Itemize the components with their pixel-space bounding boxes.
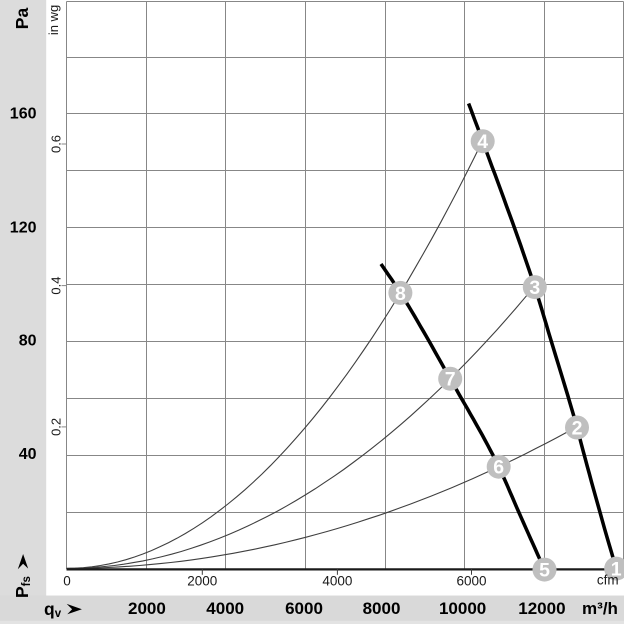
svg-text:8000: 8000: [363, 599, 401, 618]
svg-text:8: 8: [395, 283, 406, 305]
svg-text:cfm: cfm: [597, 573, 619, 588]
svg-text:2000: 2000: [187, 573, 217, 588]
svg-text:7: 7: [445, 369, 456, 391]
svg-text:6: 6: [493, 457, 504, 479]
svg-text:4: 4: [477, 131, 488, 153]
svg-text:3: 3: [529, 277, 540, 299]
svg-text:0.4: 0.4: [49, 277, 64, 295]
svg-text:m³/h: m³/h: [582, 599, 618, 618]
svg-text:5: 5: [539, 560, 550, 582]
svg-text:10000: 10000: [439, 599, 486, 618]
svg-text:120: 120: [10, 220, 37, 237]
svg-text:1: 1: [611, 559, 622, 581]
svg-text:160: 160: [10, 106, 37, 123]
svg-text:in wg: in wg: [46, 5, 61, 35]
svg-text:6000: 6000: [285, 599, 323, 618]
svg-text:80: 80: [19, 333, 37, 350]
svg-text:2000: 2000: [128, 599, 166, 618]
svg-text:0.2: 0.2: [49, 418, 64, 436]
svg-text:2: 2: [572, 417, 583, 439]
svg-text:6000: 6000: [456, 573, 486, 588]
svg-text:12000: 12000: [518, 599, 565, 618]
svg-text:4000: 4000: [322, 573, 352, 588]
svg-text:0: 0: [63, 573, 71, 588]
svg-text:40: 40: [19, 446, 37, 463]
svg-text:0.6: 0.6: [49, 135, 64, 153]
svg-text:Pa: Pa: [12, 8, 32, 30]
svg-text:4000: 4000: [206, 599, 244, 618]
